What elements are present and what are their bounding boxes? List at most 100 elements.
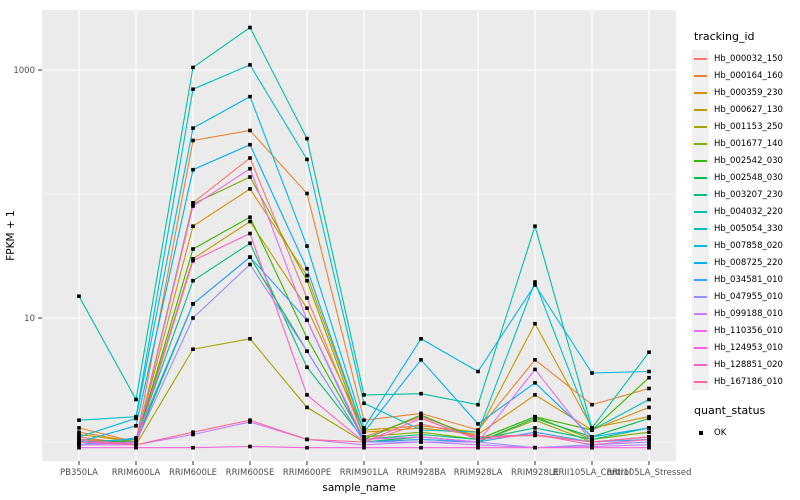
data-point <box>305 296 309 300</box>
data-point <box>647 405 651 410</box>
data-point <box>362 437 366 442</box>
data-point <box>533 321 537 326</box>
legend-item-label: Hb_005054_330 <box>714 223 783 234</box>
legend-key-line <box>694 74 707 77</box>
legend-item-Hb_167186_010: Hb_167186_010 <box>692 373 798 390</box>
data-point <box>305 136 309 141</box>
data-point <box>362 426 366 430</box>
legend-key-swatch <box>692 186 709 203</box>
x-axis-title: sample_name <box>322 482 395 494</box>
data-point <box>77 432 81 437</box>
x-tick-label: RRIM600PE <box>283 468 331 478</box>
legend-key-swatch <box>692 169 709 186</box>
legend-item-label: Hb_008725_220 <box>714 257 783 268</box>
legend-item-Hb_005054_330: Hb_005054_330 <box>692 220 798 237</box>
data-point <box>419 426 423 430</box>
data-point <box>419 358 423 362</box>
legend-key-line <box>694 261 707 264</box>
data-point <box>305 445 309 450</box>
data-point <box>191 430 195 434</box>
data-point <box>647 440 651 444</box>
legend-item-Hb_047955_010: Hb_047955_010 <box>692 288 798 305</box>
x-tick-label: RRIM600SE <box>226 468 275 478</box>
legend-item-label: Hb_004032_220 <box>714 206 783 217</box>
data-point <box>362 401 366 406</box>
legend-item-Hb_099188_010: Hb_099188_010 <box>692 305 798 322</box>
data-point <box>248 255 252 259</box>
data-point <box>533 430 537 434</box>
legend-item-label: Hb_034581_010 <box>714 274 783 285</box>
legend-key-swatch <box>692 322 709 339</box>
legend-key-swatch <box>692 118 709 135</box>
panel-background <box>42 10 676 461</box>
data-point <box>191 347 195 351</box>
data-point <box>248 418 252 422</box>
legend-key-swatch <box>692 220 709 237</box>
data-point <box>533 280 537 284</box>
data-point <box>77 445 81 450</box>
legend-item-label: Hb_128851_020 <box>714 359 783 370</box>
legend-item-Hb_110356_010: Hb_110356_010 <box>692 322 798 339</box>
data-point <box>590 428 594 432</box>
legend-item-Hb_034581_010: Hb_034581_010 <box>692 271 798 288</box>
data-point <box>419 413 423 417</box>
data-point <box>419 437 423 442</box>
data-point <box>191 204 195 208</box>
legend-key-line <box>694 176 707 179</box>
data-point <box>134 397 138 402</box>
legend-item-label: Hb_124953_010 <box>714 342 783 353</box>
data-point <box>248 166 252 171</box>
data-point <box>647 430 651 434</box>
data-point <box>305 393 309 397</box>
data-point <box>476 445 480 450</box>
data-point <box>77 443 81 447</box>
data-point <box>248 262 252 267</box>
legend-item-quant-OK: OK <box>692 424 798 441</box>
legend-item-Hb_001677_140: Hb_001677_140 <box>692 135 798 152</box>
legend-item-Hb_002542_030: Hb_002542_030 <box>692 152 798 169</box>
data-point <box>533 433 537 438</box>
data-point <box>419 422 423 426</box>
data-point <box>362 440 366 444</box>
x-tick-label: RRIM928LA <box>454 468 503 478</box>
data-point <box>476 402 480 407</box>
legend-item-label: Hb_002548_030 <box>714 172 783 183</box>
data-point <box>362 393 366 397</box>
legend-key-line <box>694 363 707 366</box>
data-point <box>419 430 423 434</box>
legend-key-line <box>694 278 707 281</box>
legend-key-swatch <box>692 373 709 390</box>
data-point <box>248 128 252 133</box>
data-point <box>248 175 252 179</box>
data-point <box>533 426 537 430</box>
legend-item-Hb_007858_020: Hb_007858_020 <box>692 237 798 254</box>
data-point <box>590 437 594 442</box>
legend-key-swatch <box>692 101 709 118</box>
x-tick-label: RRIM600LA <box>112 468 161 478</box>
data-point <box>362 418 366 422</box>
data-point <box>191 258 195 263</box>
legend-key-line <box>694 210 707 213</box>
legend-key-swatch <box>692 84 709 101</box>
data-point <box>647 426 651 430</box>
data-point <box>647 369 651 374</box>
data-point <box>647 386 651 391</box>
data-point <box>134 416 138 421</box>
data-point <box>419 416 423 421</box>
x-tick-label: RRII105LA_Control <box>553 468 632 478</box>
x-tick-label: RRII105LA_Stressed <box>607 468 692 478</box>
data-point <box>191 65 195 70</box>
data-point <box>77 440 81 444</box>
data-point <box>590 440 594 444</box>
legend-item-Hb_000359_230: Hb_000359_230 <box>692 84 798 101</box>
data-point <box>476 443 480 447</box>
y-axis-title: FPKM + 1 <box>5 210 17 260</box>
data-point <box>305 318 309 322</box>
legend-item-Hb_001153_250: Hb_001153_250 <box>692 118 798 135</box>
data-point <box>191 445 195 450</box>
legend-item-label: Hb_000359_230 <box>714 87 783 98</box>
legend-key-swatch <box>692 271 709 288</box>
data-point <box>248 94 252 99</box>
data-point <box>476 437 480 442</box>
